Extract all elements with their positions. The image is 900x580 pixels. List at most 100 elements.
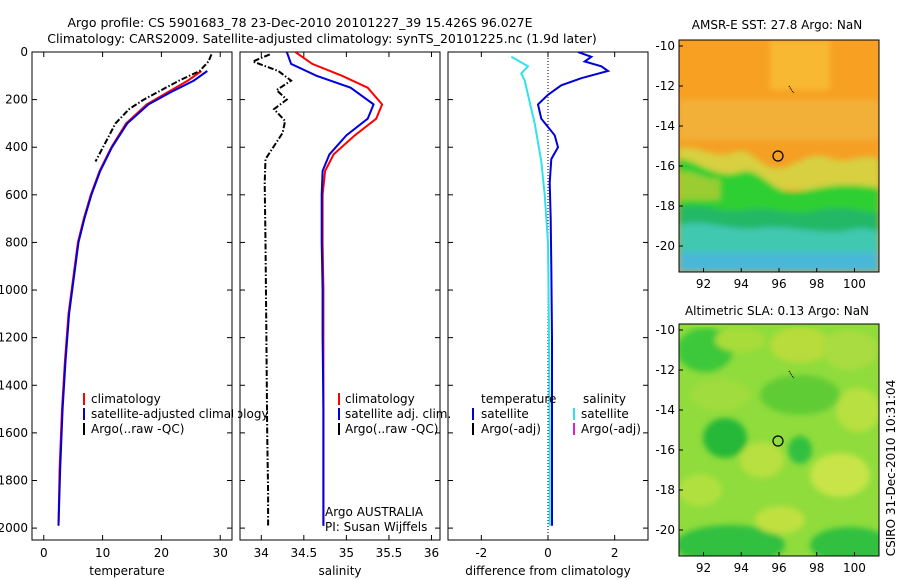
difference-legend: temperature satellite Argo(-adj) salinit… — [472, 392, 641, 436]
y-tick-label: 800 — [5, 235, 28, 249]
map-x-tick-label: 96 — [771, 277, 786, 291]
map-y-tick-label: -10 — [655, 323, 675, 337]
x-tick-label: 0 — [40, 546, 48, 560]
argo-position-marker — [772, 150, 784, 162]
series-line-satellite — [510, 55, 551, 526]
y-tick-label: 200 — [5, 93, 28, 107]
series-line-climatology — [294, 52, 384, 526]
legend-swatch-sal-argo — [573, 423, 575, 435]
legend-label-climatology: climatology — [345, 392, 415, 406]
legend-swatch-temp-satellite — [472, 408, 474, 420]
x-tick-label: 34.5 — [290, 546, 317, 560]
map-y-tick-label: -20 — [655, 239, 675, 253]
difference-xlabel: difference from climatology — [465, 564, 631, 578]
y-tick-label: 2000 — [0, 521, 28, 535]
temperature-axes-frame — [31, 51, 233, 541]
legend-swatch-climatology — [83, 393, 85, 405]
argo-position-marker — [772, 435, 784, 447]
series-line-argo-raw-qc- — [94, 54, 213, 162]
map-x-tick-label: 98 — [809, 277, 824, 291]
sst-map-title: AMSR-E SST: 27.8 Argo: NaN — [692, 18, 862, 32]
x-tick-label: 35 — [339, 546, 354, 560]
map-x-tick-label: 94 — [734, 277, 749, 291]
salinity-note-pi: PI: Susan Wijffels — [325, 520, 427, 534]
x-tick-label: 30 — [213, 546, 228, 560]
x-tick-label: 36 — [424, 546, 439, 560]
map-x-tick-label: 92 — [696, 561, 711, 575]
salinity-panel: 34 34.5 35 35.5 36 salinity climatology sate… — [239, 51, 451, 578]
series-line-satellite — [536, 52, 611, 526]
map-y-tick-label: -12 — [655, 79, 675, 93]
map-y-tick-label: -10 — [655, 39, 675, 53]
y-tick-label: 1400 — [0, 378, 28, 392]
map-y-tick-label: -18 — [655, 483, 675, 497]
salinity-xlabel: salinity — [318, 564, 361, 578]
y-tick-label: 400 — [5, 140, 28, 154]
legend-label-climatology: climatology — [91, 392, 161, 406]
difference-panel: -2 0 2 difference from climatology tempera… — [447, 51, 649, 578]
figure-title-line2: Climatology: CARS2009. Satellite-adjuste… — [47, 31, 597, 46]
sst-map-panel: AMSR-E SST: 27.8 Argo: NaN 92 94 96 98 100 -1… — [655, 18, 880, 291]
legend-swatch-argo-raw — [338, 423, 340, 435]
sla-map-title: Altimetric SLA: 0.13 Argo: NaN — [685, 304, 869, 318]
temperature-panel: 0 10 20 30 0 200 400 600 800 1000 1200 1400 1600 1800… — [0, 45, 269, 578]
sla-map-panel: Altimetric SLA: 0.13 Argo: NaN — [655, 304, 880, 575]
legend-label-temp-argo: Argo(-adj) — [481, 422, 541, 436]
legend-head-salinity: salinity — [583, 392, 626, 406]
legend-swatch-satellite-adj — [338, 408, 340, 420]
legend-swatch-argo-raw — [83, 423, 85, 435]
x-tick-label: 34 — [254, 546, 269, 560]
series-line-argo-raw-qc- — [250, 53, 293, 526]
sla-heatmap — [679, 324, 879, 556]
legend-label-argo-raw: Argo(..raw -QC) — [345, 422, 438, 436]
salinity-legend: climatology satellite adj. clim. Argo(..… — [338, 392, 451, 436]
y-tick-label: 0 — [20, 45, 28, 59]
y-tick-label: 1600 — [0, 426, 28, 440]
map-y-tick-label: -16 — [655, 443, 675, 457]
map-x-tick-label: 96 — [771, 561, 786, 575]
legend-swatch-satellite-adjusted — [83, 408, 85, 420]
legend-label-satellite-adj: satellite adj. clim. — [345, 407, 451, 421]
map-y-tick-label: -12 — [655, 363, 675, 377]
sst-heatmap — [679, 40, 879, 272]
map-y-tick-label: -18 — [655, 199, 675, 213]
y-tick-label: 600 — [5, 188, 28, 202]
figure-title-line1: Argo profile: CS 5901683_78 23-Dec-2010 … — [67, 15, 532, 30]
y-tick-label: 1800 — [0, 473, 28, 487]
salinity-axes-frame — [239, 51, 441, 541]
x-tick-label: -2 — [475, 546, 487, 560]
series-line-climatology — [57, 70, 202, 526]
legend-label-sal-argo: Argo(-adj) — [581, 422, 641, 436]
map-y-tick-label: -14 — [655, 403, 675, 417]
legend-label-argo-raw: Argo(..raw -QC) — [91, 422, 184, 436]
map-x-tick-label: 100 — [843, 277, 866, 291]
x-tick-label: 0 — [544, 546, 552, 560]
legend-label-temp-satellite: satellite — [481, 407, 529, 421]
legend-label-sal-satellite: satellite — [581, 407, 629, 421]
map-x-tick-label: 94 — [734, 561, 749, 575]
map-y-tick-label: -20 — [655, 523, 675, 537]
map-x-tick-label: 98 — [809, 561, 824, 575]
temperature-xlabel: temperature — [89, 564, 164, 578]
csiro-timestamp-label: CSIRO 31-Dec-2010 10:31:04 — [884, 380, 898, 557]
map-x-tick-label: 92 — [696, 277, 711, 291]
map-x-tick-label: 100 — [843, 561, 866, 575]
x-tick-label: 10 — [95, 546, 110, 560]
map-y-tick-label: -14 — [655, 119, 675, 133]
salinity-note-argo-australia: Argo AUSTRALIA — [325, 505, 424, 519]
legend-swatch-climatology — [338, 393, 340, 405]
legend-swatch-temp-argo — [472, 423, 474, 435]
temperature-legend: climatology satellite-adjusted climatolo… — [83, 392, 269, 436]
x-tick-label: 2 — [611, 546, 619, 560]
legend-swatch-sal-satellite — [573, 408, 575, 420]
legend-head-temperature: temperature — [481, 392, 556, 406]
map-y-tick-label: -16 — [655, 159, 675, 173]
series-line-satellite-adjusted-climatology — [57, 70, 208, 526]
x-tick-label: 35.5 — [376, 546, 403, 560]
y-tick-label: 1200 — [0, 331, 28, 345]
legend-label-satellite-adjusted: satellite-adjusted climatology — [91, 407, 269, 421]
x-tick-label: 20 — [154, 546, 169, 560]
y-tick-label: 1000 — [0, 283, 28, 297]
series-line-satellite-adj-clim- — [285, 52, 375, 526]
